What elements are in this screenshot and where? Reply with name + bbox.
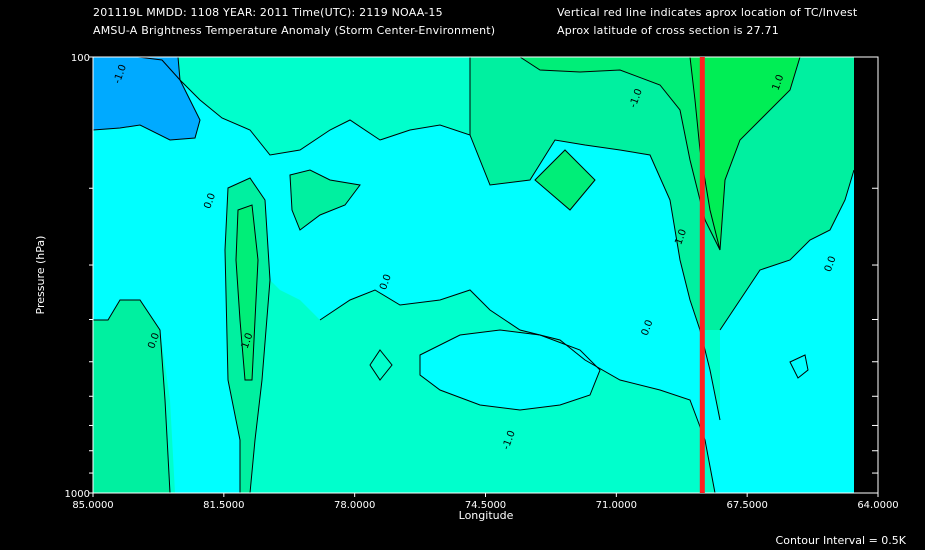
fill-level-neg10-center — [420, 330, 600, 410]
x-tick-label: 85.0000 — [72, 500, 113, 511]
fill-level-10 — [690, 57, 800, 250]
x-tick-label: 67.5000 — [726, 500, 767, 511]
contour-label: 0.0 — [146, 332, 162, 351]
contour-line — [319, 289, 716, 494]
fill-level-neg10-right — [720, 170, 854, 493]
fill-level-00-left — [93, 300, 170, 493]
contour-line — [719, 169, 855, 331]
x-tick-label: 71.0000 — [596, 500, 637, 511]
contour-label: 0.0 — [202, 192, 218, 211]
contour-line — [137, 56, 721, 421]
header-line1-left: 201119L MMDD: 1108 YEAR: 2011 Time(UTC):… — [93, 6, 443, 19]
header-line2-left: AMSU-A Brightness Temperature Anomaly (S… — [93, 24, 496, 37]
y-tick-label: 100 — [71, 53, 90, 64]
contour-label: 0.0 — [640, 319, 656, 338]
plot-fill-layers — [93, 57, 854, 493]
fill-level-00-top — [470, 57, 720, 330]
contour-line — [534, 149, 596, 211]
contour-line — [289, 169, 361, 231]
contour-label: 1.0 — [673, 228, 689, 247]
contour-label: 0.0 — [378, 273, 394, 292]
contour-label: 0.0 — [823, 255, 839, 274]
contour-label: 1.0 — [240, 332, 256, 351]
contour-line — [93, 299, 171, 494]
y-tick-label: 1000 — [65, 489, 90, 500]
contour-line — [92, 56, 201, 141]
header-line2-right: Aprox latitude of cross section is 27.71 — [557, 24, 779, 37]
y-axis-ticks — [89, 56, 878, 494]
tick-labels: 85.0000 81.5000 78.0000 74.5000 71.0000 67.50… — [65, 53, 899, 511]
x-axis-ticks — [92, 493, 879, 497]
header-line1-right: Vertical red line indicates aprox locati… — [557, 6, 858, 19]
contour-label: 1.0 — [771, 73, 787, 92]
contour-interval: Contour Interval = 0.5K — [776, 534, 907, 547]
x-axis-title: Longitude — [459, 509, 514, 522]
contour-line — [789, 354, 809, 379]
contour-line — [419, 329, 601, 411]
fill-level-neg15 — [93, 57, 200, 140]
contour-lines — [92, 56, 855, 494]
contour-line — [224, 177, 271, 494]
contour-line — [235, 204, 259, 381]
x-tick-label: 81.5000 — [203, 500, 244, 511]
y-axis-title: Pressure (hPa) — [34, 236, 47, 315]
contour-line — [369, 349, 393, 381]
x-tick-label: 64.0000 — [857, 500, 898, 511]
x-tick-label: 78.0000 — [334, 500, 375, 511]
fill-level-00-midleft — [290, 170, 360, 230]
contour-line — [689, 56, 801, 251]
x-tick-label: 74.5000 — [465, 500, 506, 511]
